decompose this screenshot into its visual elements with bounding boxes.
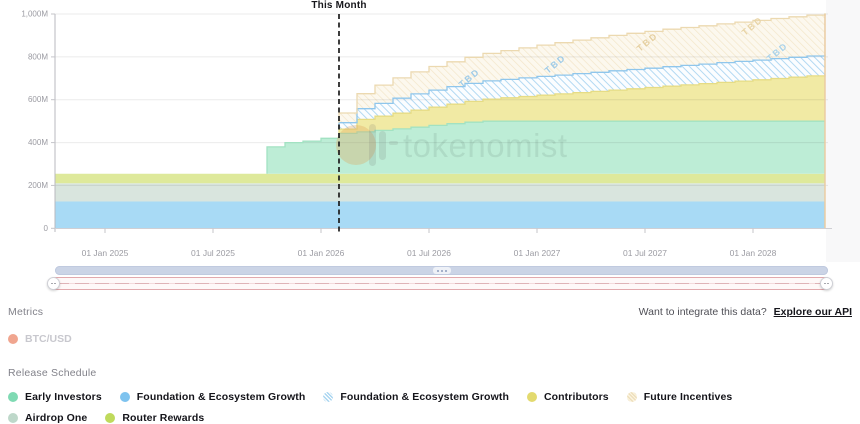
series-edge-4: [338, 74, 826, 134]
legend-item-contributors[interactable]: Contributors: [526, 391, 609, 403]
legend-item-foundation-ecosystem-growth[interactable]: Foundation & Ecosystem Growth: [323, 391, 509, 403]
y-tick-label: 0: [44, 224, 49, 233]
legend-item-router-rewards[interactable]: Router Rewards: [105, 412, 204, 424]
x-tick-label: 01 Jan 2027: [514, 248, 561, 258]
legend-item-airdrop-one[interactable]: Airdrop One: [8, 412, 87, 424]
y-tick-label: 600M: [28, 95, 48, 104]
plot-right-margin: [826, 0, 860, 262]
legend-swatch: [526, 392, 537, 402]
legend-row: Early Investors Foundation & Ecosystem Gr…: [8, 391, 852, 403]
api-prompt: Want to integrate this data? Explore our…: [639, 306, 852, 318]
navigator-left-handle[interactable]: [47, 277, 60, 290]
legend-item-early-investors[interactable]: Early Investors: [8, 391, 102, 403]
metrics-items: BTC/USD: [8, 318, 852, 349]
legend-swatch: [626, 392, 637, 402]
area-series-3[interactable]: [55, 121, 825, 174]
legend-label: Foundation & Ecosystem Growth: [340, 391, 509, 403]
release-schedule-legend: Early Investors Foundation & Ecosystem Gr…: [8, 391, 852, 424]
legend-label: Airdrop One: [25, 412, 88, 424]
tokenomist-watermark: tokenomist: [336, 124, 568, 166]
release-schedule-title: Release Schedule: [8, 367, 97, 379]
y-tick-label: 800M: [28, 52, 48, 61]
y-tick-label: 1,000M: [21, 10, 48, 19]
area-series-5[interactable]: [55, 54, 825, 174]
series-edge-3: [266, 120, 825, 174]
y-tick-label: 200M: [28, 181, 48, 190]
x-tick-label: 01 Jul 2027: [623, 248, 667, 258]
legend-swatch: [323, 392, 334, 402]
this-month-label: This Month: [311, 0, 367, 11]
legend-item-future-incentives[interactable]: Future Incentives: [626, 391, 733, 403]
x-tick-label: 01 Jul 2025: [191, 248, 235, 258]
legend-row: Airdrop One Router Rewards: [8, 412, 852, 424]
legend-swatch: [105, 413, 116, 423]
legend-label: Future Incentives: [643, 391, 733, 403]
legend-swatch: [8, 413, 18, 423]
legend-label: Router Rewards: [122, 412, 205, 424]
legend-swatch: [8, 392, 18, 402]
chart-range-navigator: [0, 262, 860, 294]
x-tick-label: 01 Jan 2025: [82, 248, 129, 258]
x-tick-label: 01 Jul 2026: [407, 248, 451, 258]
metrics-title: Metrics: [8, 306, 44, 318]
metric-swatch: [8, 334, 18, 344]
navigator-range-track[interactable]: [47, 277, 833, 290]
series-edge-6: [338, 13, 826, 123]
metric-btc-usd[interactable]: BTC/USD: [8, 333, 72, 345]
x-tick-label: 01 Jan 2028: [730, 248, 777, 258]
release-schedule-chart: This Month TBD TBD TBD TBD TBD tokenomist 1,00…: [0, 0, 860, 262]
x-tick-label: 01 Jan 2026: [298, 248, 345, 258]
metrics-panel: Metrics Want to integrate this data? Exp…: [0, 294, 860, 424]
navigator-track-line: [55, 283, 825, 284]
legend-label: Foundation & Ecosystem Growth: [136, 391, 306, 403]
y-tick-label: 400M: [28, 138, 48, 147]
legend-item-foundation-ecosystem-growth[interactable]: Foundation & Ecosystem Growth: [119, 391, 306, 403]
legend-label: Contributors: [543, 391, 609, 403]
area-series-1[interactable]: [55, 183, 825, 202]
area-series-4[interactable]: [55, 74, 825, 174]
area-series-0[interactable]: [55, 201, 825, 229]
area-series-6[interactable]: [55, 13, 825, 174]
navigator-right-handle[interactable]: [820, 277, 833, 290]
explore-api-link[interactable]: Explore our API: [773, 306, 852, 318]
metric-label: BTC/USD: [25, 333, 72, 345]
legend-swatch: [119, 392, 130, 402]
series-edge-5: [338, 54, 826, 130]
svg-text:tokenomist: tokenomist: [403, 127, 568, 164]
navigator-scrollbar[interactable]: [55, 266, 828, 275]
chart-canvas[interactable]: TBD TBD TBD TBD TBD tokenomist 1,000M 800M 600M 4…: [0, 0, 860, 262]
area-series-2[interactable]: [55, 173, 825, 184]
navigator-scrollbar-grip[interactable]: [432, 267, 451, 274]
chart-svg[interactable]: TBDTBDTBDTBDTBDtokenomist1,000M800M600M4…: [0, 0, 860, 262]
api-prompt-text: Want to integrate this data?: [638, 306, 767, 318]
legend-label: Early Investors: [25, 391, 102, 403]
